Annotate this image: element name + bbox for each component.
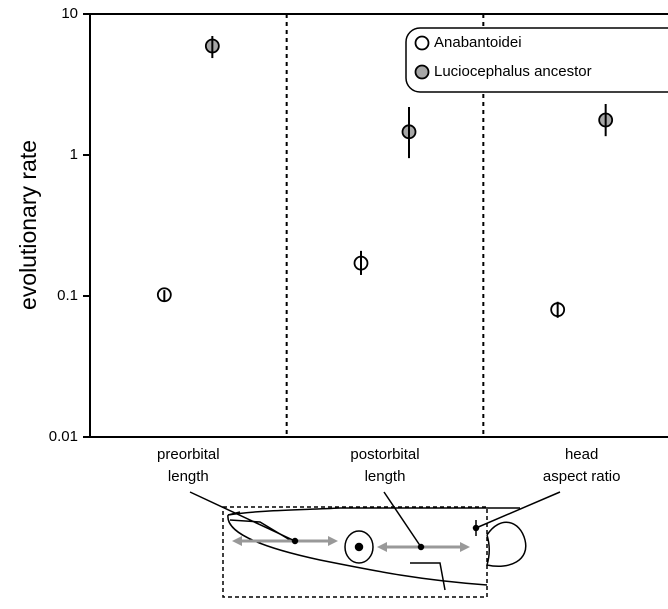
legend-marker [416,66,429,79]
point [293,539,298,544]
x-tick-label: length [365,468,406,485]
y-tick-label: 0.01 [49,428,78,445]
fish-diagram [190,492,560,597]
y-tick-label: 10 [61,5,78,22]
x-tick-label: postorbital [350,446,419,463]
fish-outline [228,508,520,515]
x-tick-label: head [565,446,598,463]
fish-jaw [230,520,290,540]
diagram-box [223,507,487,597]
legend-label: Luciocephalus ancestor [434,63,592,80]
y-axis-label: evolutionary rate [15,140,41,310]
leader-line [384,492,421,547]
arrow-heads [232,536,470,552]
chart: evolutionary rate 0.01 0.1 1 10 preorbital le… [0,0,668,609]
x-tick-label: aspect ratio [543,468,621,485]
legend-marker [416,37,429,50]
leader-line [190,492,295,541]
y-tick-label: 1 [70,146,78,163]
page: evolutionary rate 0.01 0.1 1 10 preorbital le… [0,0,668,609]
leader-line [476,492,560,528]
fish-gill [410,563,445,590]
x-tick-label: length [168,468,209,485]
measure-arrows [240,541,462,547]
point [474,526,479,531]
fish-fin [487,522,526,566]
y-tick-label: 0.1 [57,287,78,304]
point [419,545,424,550]
x-tick-label: preorbital [157,446,220,463]
legend-label: Anabantoidei [434,34,522,51]
fish-pupil [356,544,363,551]
